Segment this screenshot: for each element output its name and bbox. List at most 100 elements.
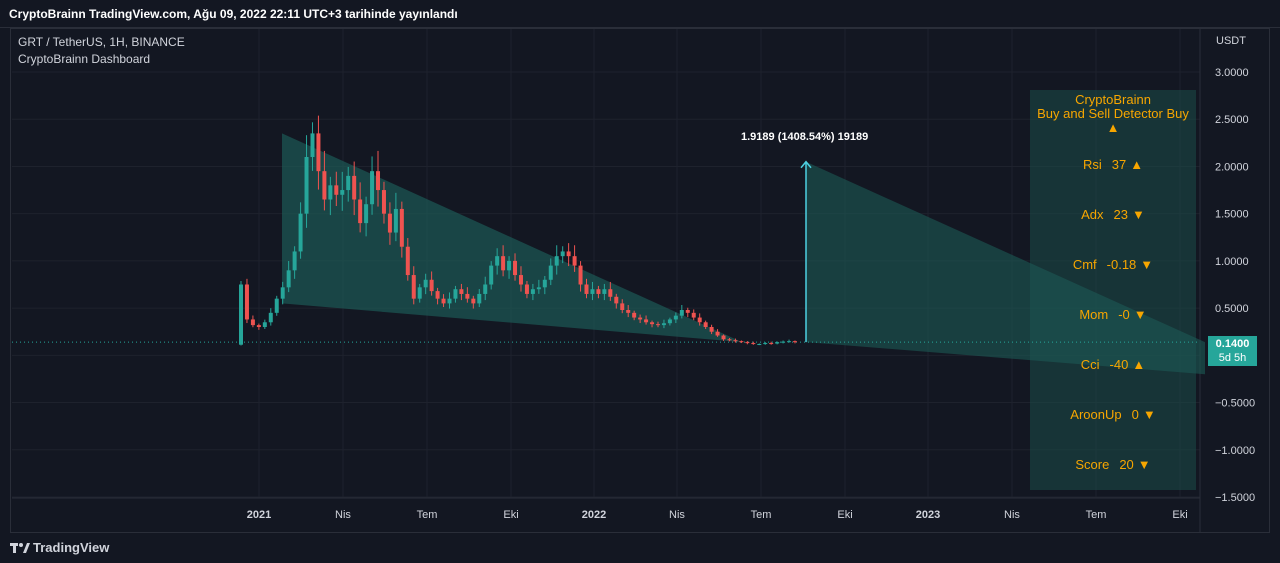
candle-body bbox=[614, 296, 619, 304]
indicator-title-line1: CryptoBrainn bbox=[1075, 92, 1151, 107]
symbol-legend[interactable]: GRT / TetherUS, 1H, BINANCE bbox=[18, 35, 185, 49]
candle-body bbox=[352, 175, 357, 200]
candle-body bbox=[518, 275, 523, 285]
candle-body bbox=[542, 279, 547, 288]
price-tick-label: 1.0000 bbox=[1215, 256, 1249, 268]
indicator-legend[interactable]: CryptoBrainn Dashboard bbox=[18, 52, 151, 66]
candle-body bbox=[358, 199, 363, 224]
candle-body bbox=[727, 339, 732, 341]
candle-body bbox=[417, 287, 422, 299]
candle-body bbox=[280, 287, 285, 299]
candle-body bbox=[655, 324, 660, 326]
candle-body bbox=[560, 251, 565, 257]
indicator-row-score: Score 20 ▼ bbox=[1030, 457, 1196, 472]
candle-body bbox=[691, 312, 696, 318]
candle-body bbox=[370, 171, 375, 205]
falling-wedge bbox=[282, 133, 742, 343]
candle-body bbox=[673, 315, 678, 320]
candle-body bbox=[733, 340, 738, 342]
time-tick-label: Nis bbox=[1004, 509, 1020, 521]
indicator-value: -0.18 bbox=[1106, 257, 1137, 272]
last-price-tag: 0.1400 5d 5h bbox=[1208, 336, 1257, 366]
candle-body bbox=[387, 213, 392, 233]
candle-body bbox=[477, 293, 482, 304]
indicator-row-adx: Adx 23 ▼ bbox=[1030, 207, 1196, 222]
time-axis: 2021 Nis Tem Eki 2022 Nis Tem Eki 2023 Nis Tem Eki bbox=[247, 509, 1188, 521]
indicator-value: -0 bbox=[1118, 307, 1130, 322]
arrow-up-icon: ▲ bbox=[1130, 157, 1144, 172]
chart-canvas[interactable]: 2021 Nis Tem Eki 2022 Nis Tem Eki 2023 Nis Tem Eki … bbox=[0, 0, 1280, 533]
candle-body bbox=[590, 289, 595, 294]
projection-label: 1.9189 (1408.54%) 19189 bbox=[741, 131, 869, 143]
indicator-value: -40 bbox=[1109, 357, 1129, 372]
candle-body bbox=[483, 284, 488, 294]
time-tick-label: Tem bbox=[751, 509, 772, 521]
arrow-down-icon: ▼ bbox=[1137, 457, 1151, 472]
candle-body bbox=[262, 322, 267, 327]
indicator-row-rsi: Rsi 37 ▲ bbox=[1030, 157, 1196, 172]
indicator-name: Rsi bbox=[1082, 157, 1102, 172]
indicator-name: Mom bbox=[1079, 307, 1109, 322]
candle-body bbox=[328, 185, 333, 200]
projection-wedge bbox=[806, 161, 1205, 375]
candle-body bbox=[310, 133, 315, 157]
candle-body bbox=[268, 312, 273, 323]
candle-body bbox=[393, 208, 398, 233]
indicator-row-cci: Cci -40 ▲ bbox=[1030, 357, 1196, 372]
candle-body bbox=[685, 310, 690, 313]
candle-body bbox=[376, 171, 381, 191]
candle-body bbox=[495, 256, 500, 266]
arrow-down-icon: ▼ bbox=[1133, 307, 1147, 322]
arrow-up-icon: ▲ bbox=[1132, 357, 1146, 372]
footer: TradingView bbox=[0, 533, 1280, 563]
candle-body bbox=[596, 289, 601, 294]
candle-body bbox=[507, 260, 512, 271]
candle-body bbox=[244, 284, 249, 320]
candle-body bbox=[745, 342, 750, 344]
candle-body bbox=[566, 251, 571, 257]
indicator-value: 20 bbox=[1119, 457, 1134, 472]
candle-body bbox=[763, 343, 768, 345]
indicator-name: Adx bbox=[1081, 207, 1104, 222]
candle-body bbox=[638, 317, 643, 320]
price-tick-label: 2.0000 bbox=[1215, 161, 1249, 173]
candle-body bbox=[286, 270, 291, 288]
candle-body bbox=[447, 298, 452, 304]
candle-body bbox=[787, 341, 792, 343]
time-tick-label: Tem bbox=[1086, 509, 1107, 521]
price-tick-label: −1.0000 bbox=[1215, 445, 1255, 457]
candle-body bbox=[489, 265, 494, 285]
candle-body bbox=[554, 256, 559, 266]
chart-panel[interactable] bbox=[10, 28, 1270, 533]
candle-body bbox=[501, 256, 506, 271]
publish-header: CryptoBrainn TradingView.com, Ağu 09, 20… bbox=[0, 0, 1280, 28]
indicator-value: 37 bbox=[1111, 157, 1127, 172]
time-tick-label: Nis bbox=[335, 509, 351, 521]
price-tick-label: 0.5000 bbox=[1215, 303, 1249, 315]
bar-countdown: 5d 5h bbox=[1218, 352, 1247, 364]
candle-body bbox=[513, 260, 518, 276]
candle-body bbox=[405, 246, 410, 276]
candle-body bbox=[721, 335, 726, 340]
candle-body bbox=[739, 341, 744, 343]
candle-body bbox=[340, 190, 345, 195]
candles bbox=[239, 115, 797, 346]
arrow-down-icon: ▼ bbox=[1142, 407, 1156, 422]
indicator-row-aroonup: AroonUp 0 ▼ bbox=[1030, 407, 1196, 422]
time-tick-label: Nis bbox=[669, 509, 685, 521]
footer-brand[interactable]: TradingView bbox=[33, 540, 110, 555]
indicator-row-cmf: Cmf -0.18 ▼ bbox=[1030, 257, 1196, 272]
candle-body bbox=[399, 208, 404, 247]
indicator-name: Cci bbox=[1080, 357, 1100, 372]
price-tick-label: 3.0000 bbox=[1215, 67, 1249, 79]
time-tick-label: Eki bbox=[837, 509, 852, 521]
candle-body bbox=[715, 331, 720, 336]
candle-body bbox=[536, 287, 541, 290]
last-price-value: 0.1400 bbox=[1215, 338, 1250, 350]
indicator-row-mom: Mom -0 ▼ bbox=[1030, 307, 1196, 322]
candle-body bbox=[453, 289, 458, 299]
indicator-title: CryptoBrainn Buy and Sell Detector Buy ▲ bbox=[1030, 93, 1196, 135]
projection-arrowhead bbox=[800, 160, 812, 169]
candle-body bbox=[435, 291, 440, 299]
candle-body bbox=[423, 279, 428, 288]
